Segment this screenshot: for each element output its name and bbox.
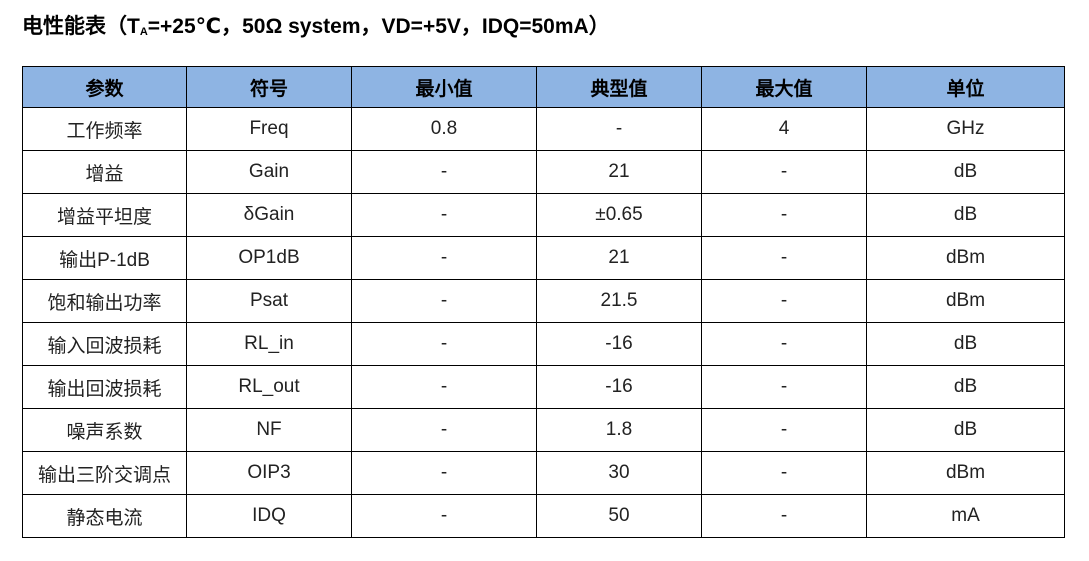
table-row: 饱和输出功率 Psat -21.5- dBm (22, 279, 1065, 323)
table-cell: dBm (866, 236, 1065, 280)
table-cell: - (351, 193, 537, 237)
table-cell: - (701, 365, 867, 409)
table-row: 增益平坦度 δGain - ±0.65- dB (22, 193, 1065, 237)
table-cell: 50 (536, 494, 702, 538)
table-cell: 输出回波损耗 (22, 365, 187, 409)
table-cell: 输入回波损耗 (22, 322, 187, 366)
table-cell: mA (866, 494, 1065, 538)
table-cell: 增益 (22, 150, 187, 194)
table-cell: Psat (186, 279, 352, 323)
table-cell: - (701, 193, 867, 237)
table-cell: δGain (186, 193, 352, 237)
table-cell: GHz (866, 107, 1065, 151)
table-cell: dBm (866, 451, 1065, 495)
title: 电性能表（TA=+25℃，50Ω system，VD=+5V，IDQ=50mA） (22, 10, 610, 40)
column-header: 参数 (22, 66, 187, 108)
table-row: 输出回波损耗 RL_out - -16- dB (22, 365, 1065, 409)
table-cell: OIP3 (186, 451, 352, 495)
column-header: 最大值 (701, 66, 867, 108)
table-cell: IDQ (186, 494, 352, 538)
table-cell: 噪声系数 (22, 408, 187, 452)
table-cell: 输出三阶交调点 (22, 451, 187, 495)
table-cell: - (701, 236, 867, 280)
table-cell: -16 (536, 365, 702, 409)
table-cell: dB (866, 193, 1065, 237)
table-cell: 21.5 (536, 279, 702, 323)
table-cell: 21 (536, 150, 702, 194)
table-cell: dB (866, 322, 1065, 366)
table-cell: - (351, 451, 537, 495)
table-cell: - (701, 322, 867, 366)
table-cell: dBm (866, 279, 1065, 323)
table-row: 噪声系数 NF -1.8- dB (22, 408, 1065, 452)
table-cell: 30 (536, 451, 702, 495)
table-cell: ±0.65 (536, 193, 702, 237)
table-cell: - (701, 451, 867, 495)
column-header: 最小值 (351, 66, 537, 108)
column-header: 单位 (866, 66, 1065, 108)
table-cell: 输出P-1dB (22, 236, 187, 280)
table-cell: Gain (186, 150, 352, 194)
table-cell: Freq (186, 107, 352, 151)
table-row: 工作频率 Freq 0.8-4 GHz (22, 107, 1065, 151)
table-cell: - (701, 408, 867, 452)
table-cell: - (701, 279, 867, 323)
table-body: 工作频率 Freq 0.8-4 GHz 增益 Gain -21- dB 增益平坦度 δGain - ±… (22, 107, 1065, 538)
header-row: 参数 符号 最小值 典型值 最大值 单位 (22, 66, 1065, 108)
column-header: 符号 (186, 66, 352, 108)
table-row: 静态电流 IDQ -50- mA (22, 494, 1065, 538)
table-row: 输入回波损耗 RL_in - -16- dB (22, 322, 1065, 366)
table-cell: - (351, 365, 537, 409)
table-cell: 21 (536, 236, 702, 280)
table-cell: - (351, 494, 537, 538)
table-cell: - (351, 150, 537, 194)
table-cell: - (351, 279, 537, 323)
table-cell: - (701, 494, 867, 538)
table-cell: 静态电流 (22, 494, 187, 538)
table-cell: - (351, 408, 537, 452)
table-cell: 饱和输出功率 (22, 279, 187, 323)
table-cell: 0.8 (351, 107, 537, 151)
title-text: =+25℃，50Ω system，VD=+5V，IDQ=50mA） (147, 15, 610, 38)
table-cell: 1.8 (536, 408, 702, 452)
table-cell: - (351, 322, 537, 366)
table-cell: NF (186, 408, 352, 452)
table-row: 增益 Gain -21- dB (22, 150, 1065, 194)
table-cell: OP1dB (186, 236, 352, 280)
table-cell: RL_in (186, 322, 352, 366)
column-header: 典型值 (536, 66, 702, 108)
title-text: 电性能表（T (22, 15, 140, 38)
table-cell: - (351, 236, 537, 280)
spec-table: 参数 符号 最小值 典型值 最大值 单位 工作频率 Freq 0.8-4 GHz 增益 Gain -2… (22, 66, 1065, 538)
table-cell: 工作频率 (22, 107, 187, 151)
table-row: 输出三阶交调点 OIP3-30- dBm (22, 451, 1065, 495)
table-row: 输出P-1dB OP1dB -21- dBm (22, 236, 1065, 280)
table-cell: dB (866, 150, 1065, 194)
table-cell: dB (866, 365, 1065, 409)
table-cell: RL_out (186, 365, 352, 409)
table-cell: - (536, 107, 702, 151)
title-subscript: A (139, 26, 148, 38)
table-cell: dB (866, 408, 1065, 452)
table-cell: -16 (536, 322, 702, 366)
table-cell: 增益平坦度 (22, 193, 187, 237)
table-cell: - (701, 150, 867, 194)
table-cell: 4 (701, 107, 867, 151)
